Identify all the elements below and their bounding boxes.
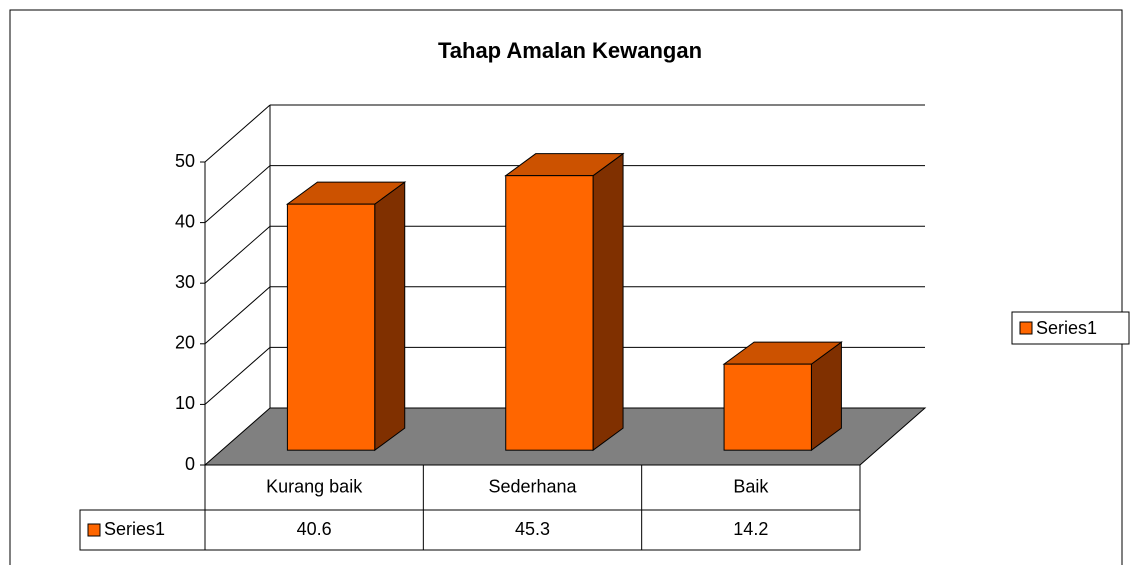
y-tick-label: 20 <box>175 333 195 353</box>
legend-key <box>1019 321 1033 335</box>
x-tick-label: Sederhana <box>488 476 577 496</box>
bar-side <box>592 152 624 452</box>
grid-line <box>204 225 271 284</box>
bar-side <box>374 181 406 452</box>
y-tick-label: 10 <box>175 393 195 413</box>
grid-line <box>204 104 271 163</box>
grid-line <box>204 347 271 405</box>
table-series-label: Series1 <box>104 519 165 539</box>
bar <box>286 203 376 451</box>
legend-box <box>1011 311 1130 345</box>
y-tick-label: 40 <box>175 211 195 231</box>
table-value: 14.2 <box>733 519 768 539</box>
bar <box>723 363 812 451</box>
table-cell <box>79 509 861 551</box>
x-tick-label: Baik <box>733 476 769 496</box>
table-value: 45.3 <box>515 519 550 539</box>
legend-label: Series1 <box>1036 318 1097 338</box>
grid-line <box>204 165 271 223</box>
legend-key <box>87 523 101 537</box>
y-tick-label: 50 <box>175 151 195 171</box>
y-tick-label: 0 <box>185 454 195 474</box>
grid-line <box>204 286 271 345</box>
chart-title: Tahap Amalan Kewangan <box>438 38 702 63</box>
x-tick-label: Kurang baik <box>266 476 363 496</box>
table-value: 40.6 <box>297 519 332 539</box>
bar <box>505 175 594 451</box>
y-tick-label: 30 <box>175 272 195 292</box>
